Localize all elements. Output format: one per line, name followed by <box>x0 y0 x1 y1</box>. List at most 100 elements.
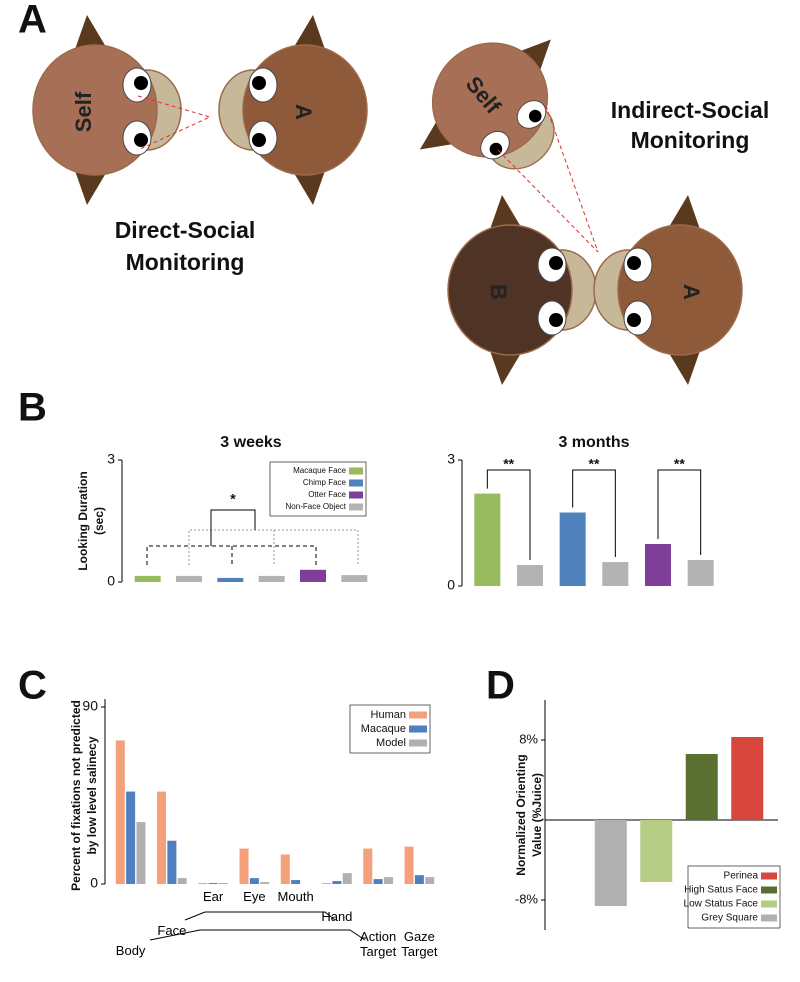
bar <box>291 880 301 884</box>
x-tick-label-box: Gaze Target <box>401 929 438 959</box>
bar <box>300 569 326 582</box>
monkey-label: A <box>679 284 704 300</box>
caption: Indirect-Social <box>611 97 769 123</box>
chart-title: 3 months <box>558 434 629 451</box>
y-axis-label: by low level salinecy <box>85 736 99 854</box>
panel-label: B <box>18 386 47 430</box>
panel-label: D <box>486 664 515 708</box>
y-tick-label: 0 <box>107 573 115 589</box>
x-tick-label: Gaze Target <box>401 929 438 959</box>
x-tick-label-box: Hand <box>321 909 353 924</box>
bar <box>249 878 259 884</box>
legend-label: Otter Face <box>308 490 346 499</box>
panel-label: C <box>18 664 47 708</box>
bar <box>218 883 228 884</box>
annotation: ** <box>589 456 600 472</box>
bar <box>342 873 352 884</box>
x-tick-label-box: Mouth <box>277 889 314 904</box>
monkey <box>447 194 597 386</box>
legend-swatch <box>409 725 427 733</box>
bar <box>373 879 383 884</box>
monkey-label: B <box>486 284 511 300</box>
legend-label: Human <box>371 709 406 721</box>
bar <box>687 559 714 586</box>
legend-label: Model <box>376 737 406 749</box>
bar <box>383 877 393 884</box>
bar <box>425 877 435 884</box>
annotation: * <box>230 491 236 507</box>
legend-swatch <box>761 914 777 922</box>
bar <box>217 577 244 582</box>
chart-title: 3 weeks <box>220 434 281 451</box>
bar <box>280 854 290 884</box>
legend-label: Chimp Face <box>303 478 347 487</box>
x-tick-label-box: Ear <box>203 889 224 904</box>
y-tick-label: -8% <box>515 891 539 906</box>
legend-label: Grey Square <box>701 913 758 924</box>
significance-bracket <box>572 469 616 558</box>
bar <box>258 575 285 582</box>
caption: Monitoring <box>631 127 750 153</box>
x-tick-label-box: Body <box>115 943 146 958</box>
bar <box>208 883 218 884</box>
y-axis-label: Percent of fixations not predicted <box>69 700 83 891</box>
legend-swatch <box>349 479 363 487</box>
caption: Direct-Social <box>115 217 256 243</box>
x-tick-label-box: Face <box>157 923 187 938</box>
bar <box>594 820 627 906</box>
bar <box>115 740 125 884</box>
x-tick-label: Hand <box>321 909 353 924</box>
bar <box>363 848 373 884</box>
bar <box>157 791 167 884</box>
bar <box>239 848 249 884</box>
caption: Monitoring <box>126 249 245 275</box>
legend-swatch <box>761 872 777 880</box>
bar <box>167 840 177 884</box>
bar <box>332 881 342 884</box>
legend-label: Low Status Face <box>684 899 759 910</box>
legend-swatch <box>761 900 777 908</box>
bar <box>414 875 424 884</box>
x-tick-label: Body <box>115 943 146 958</box>
bar <box>177 878 187 884</box>
x-tick-label: Ear <box>203 889 224 904</box>
legend-label: Macaque Face <box>293 466 346 475</box>
legend-swatch <box>349 467 363 475</box>
bar <box>134 575 161 582</box>
x-tick-label: Mouth <box>277 889 314 904</box>
monkey-label: A <box>291 104 316 120</box>
significance-bracket <box>486 469 531 560</box>
bar <box>602 562 629 586</box>
bar <box>260 882 270 884</box>
legend-swatch <box>349 491 363 499</box>
panel-label: A <box>18 0 47 42</box>
bar <box>474 493 501 586</box>
bar <box>322 883 332 884</box>
y-tick-label: 3 <box>447 451 455 467</box>
legend-label: Non-Face Object <box>286 502 347 511</box>
y-axis-label: (sec) <box>92 507 106 535</box>
legend-label: High Satus Face <box>684 885 758 896</box>
bar <box>640 820 673 882</box>
bar <box>126 791 136 884</box>
monkey-diagram: Self A Self B A Direct-Social Monitoring… <box>32 1 769 386</box>
significance-bracket <box>657 469 702 555</box>
gaze-line <box>137 95 212 151</box>
monkey-label: Self <box>71 91 96 132</box>
monkey <box>593 194 743 386</box>
bar <box>685 754 718 820</box>
legend-swatch <box>409 739 427 747</box>
x-tick-label: Face <box>157 923 187 938</box>
y-axis-label: Looking Duration <box>76 471 90 570</box>
y-axis-label: Value (%Juice) <box>530 773 544 857</box>
b1-brackets <box>146 509 359 565</box>
gaze-line <box>497 105 599 253</box>
y-tick-label: 3 <box>107 451 115 467</box>
bar <box>517 565 543 586</box>
x-tick-label-box: Eye <box>243 889 265 904</box>
annotation: ** <box>503 456 514 472</box>
legend-label: Perinea <box>724 871 759 882</box>
bar <box>176 575 202 582</box>
bar <box>198 883 208 884</box>
